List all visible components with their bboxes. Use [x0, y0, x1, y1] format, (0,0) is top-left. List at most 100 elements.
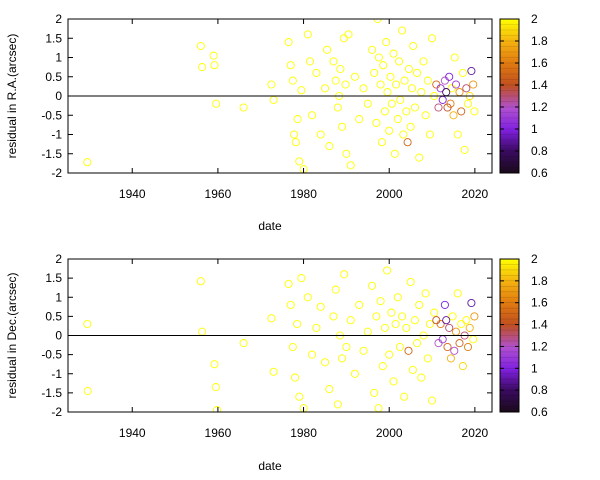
data-point — [470, 107, 479, 116]
data-point — [297, 274, 306, 283]
colorbar — [500, 19, 519, 173]
data-point — [355, 115, 364, 124]
colorbar-tick-label: 2 — [531, 252, 538, 266]
data-point — [295, 392, 304, 401]
data-point — [286, 61, 295, 70]
data-point — [403, 138, 412, 147]
data-point — [198, 327, 207, 336]
data-point — [417, 373, 426, 382]
data-points — [83, 266, 479, 412]
data-point — [350, 72, 359, 81]
colorbar-tick-label: 1.4 — [531, 78, 548, 92]
data-point — [427, 396, 437, 405]
data-point — [451, 80, 461, 89]
data-point — [469, 335, 478, 344]
data-point — [379, 61, 388, 70]
y-tick-label: 1.5 — [45, 31, 62, 45]
data-points — [83, 19, 479, 173]
y-axis-label: residual in Dec.(arcsec) — [5, 272, 19, 398]
data-point — [333, 103, 342, 112]
x-tick-label: 2000 — [376, 187, 403, 201]
data-point — [344, 30, 353, 39]
y-tick-label: -1.5 — [41, 386, 62, 400]
data-point — [402, 107, 411, 116]
x-tick-label: 2020 — [462, 426, 489, 440]
data-point — [470, 312, 479, 321]
data-point — [432, 80, 441, 89]
data-point — [455, 88, 464, 97]
data-point — [467, 298, 476, 308]
data-point — [359, 346, 368, 355]
data-point — [336, 64, 345, 74]
data-point — [393, 293, 402, 302]
y-tick-label: 0.5 — [45, 70, 62, 84]
data-point — [402, 323, 411, 332]
colorbar-tick-label: 0.8 — [531, 144, 548, 158]
data-point — [410, 316, 419, 325]
data-point — [290, 373, 300, 382]
data-point — [453, 289, 462, 298]
data-point — [434, 339, 443, 348]
data-point — [445, 323, 454, 332]
data-point — [83, 386, 92, 396]
data-point — [450, 53, 459, 62]
colorbar-tick-label: 1 — [531, 361, 538, 375]
data-point — [462, 316, 471, 325]
data-point — [386, 72, 395, 81]
data-point — [286, 300, 295, 309]
data-point — [210, 61, 219, 70]
data-point — [196, 277, 205, 286]
data-point — [267, 80, 276, 89]
data-point — [404, 346, 413, 355]
data-point — [425, 130, 434, 139]
data-point — [376, 80, 385, 89]
data-point — [333, 400, 342, 409]
data-point — [196, 41, 205, 51]
data-point — [373, 19, 382, 24]
data-point — [370, 388, 379, 397]
data-point — [446, 354, 455, 363]
y-tick-label: 2 — [55, 252, 62, 266]
data-point — [210, 360, 219, 369]
data-point — [329, 57, 338, 66]
data-point — [390, 149, 399, 158]
y-tick-label: -0.5 — [41, 108, 62, 122]
data-point — [269, 95, 278, 104]
colorbar-tick-label: 0.8 — [531, 383, 548, 397]
data-point — [363, 327, 372, 336]
data-point — [438, 335, 447, 344]
data-point — [385, 126, 394, 135]
data-point — [445, 72, 454, 81]
data-point — [434, 103, 443, 112]
data-point — [421, 111, 430, 120]
y-tick-label: -0.5 — [41, 348, 62, 362]
data-point — [341, 80, 350, 89]
data-point — [308, 350, 317, 359]
data-point — [408, 365, 417, 374]
data-point — [329, 312, 338, 321]
data-point — [303, 30, 312, 39]
data-point — [392, 80, 401, 89]
data-point — [323, 45, 332, 54]
x-tick-label: 1940 — [119, 187, 146, 201]
colorbar-tick-label: 0.6 — [531, 405, 548, 419]
colorbar-tick-label: 1.4 — [531, 318, 548, 332]
y-tick-label: 1.5 — [45, 271, 62, 285]
data-point — [284, 279, 293, 288]
data-point — [410, 103, 419, 112]
x-tick-label: 1980 — [290, 426, 317, 440]
data-point — [346, 161, 355, 170]
colorbar-tick-label: 1.6 — [531, 56, 548, 70]
data-point — [423, 76, 432, 85]
data-point — [400, 392, 409, 401]
data-point — [385, 350, 394, 359]
data-point — [389, 49, 398, 58]
data-point — [443, 103, 452, 112]
x-tick-label: 1940 — [119, 426, 146, 440]
x-tick-label: 1980 — [290, 187, 317, 201]
x-axis-label: date — [258, 219, 282, 233]
data-point — [239, 103, 248, 112]
data-point — [440, 76, 449, 85]
data-point — [430, 308, 439, 317]
y-tick-label: -1 — [51, 128, 62, 142]
